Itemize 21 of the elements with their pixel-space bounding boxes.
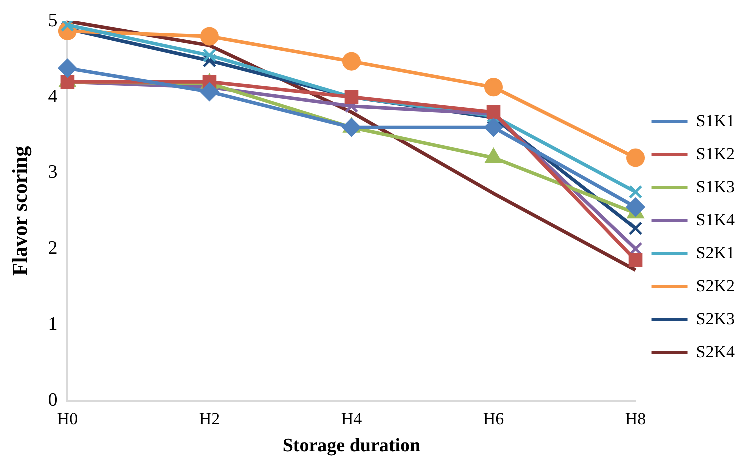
y-tick-label: 2 xyxy=(48,238,58,260)
legend-label: S2K4 xyxy=(696,342,736,362)
x-tick-label: H8 xyxy=(625,409,646,428)
x-axis-title: Storage duration xyxy=(282,436,422,457)
y-tick-label: 3 xyxy=(48,162,58,184)
x-tick-label: H2 xyxy=(199,409,220,428)
legend-label: S2K2 xyxy=(696,276,736,296)
x-tick-label: H4 xyxy=(341,409,363,428)
y-tick-label: 5 xyxy=(48,10,58,32)
legend-label: S1K3 xyxy=(696,177,736,196)
y-tick-label: 4 xyxy=(48,86,58,108)
legend-label: S2K3 xyxy=(696,309,736,328)
x-tick-label: H0 xyxy=(57,409,78,428)
y-axis-title: Flavor scoring xyxy=(8,146,32,276)
x-tick-label: H6 xyxy=(483,409,504,428)
y-tick-label: 1 xyxy=(48,314,58,335)
legend-label: S2K1 xyxy=(696,243,736,262)
legend-label: S1K1 xyxy=(696,111,736,130)
legend-label: S1K2 xyxy=(696,144,736,164)
y-tick-label: 0 xyxy=(48,390,58,411)
legend-label: S1K4 xyxy=(696,210,736,230)
